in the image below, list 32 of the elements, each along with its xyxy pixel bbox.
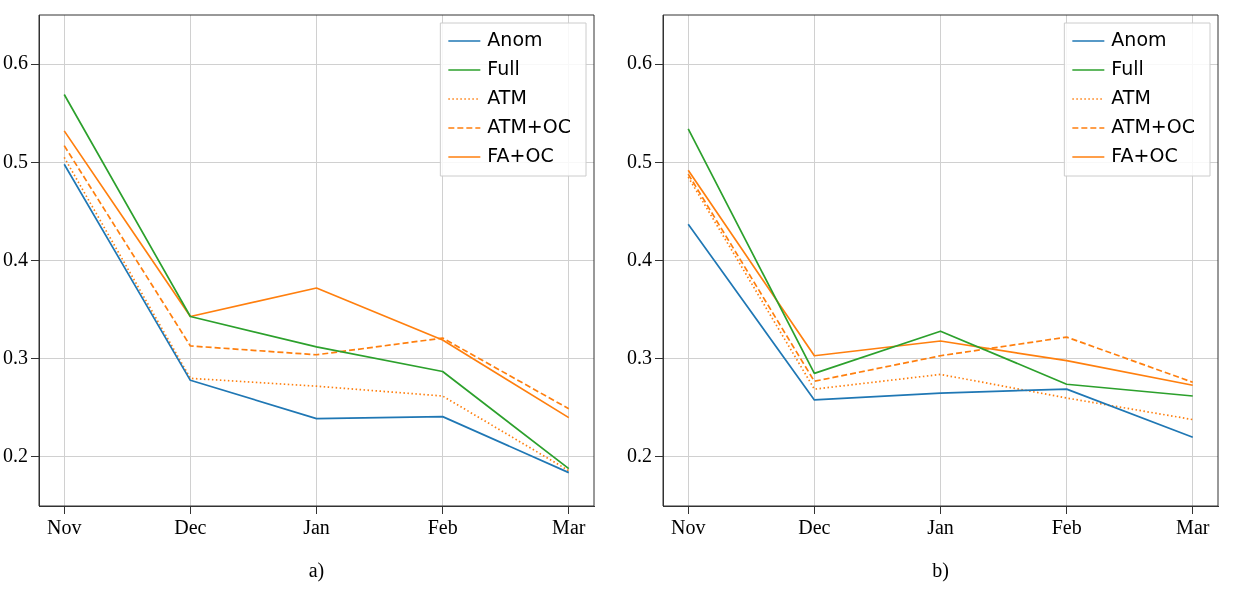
x-tick-label: Mar	[552, 516, 586, 539]
x-axis-title: b)	[932, 559, 949, 583]
legend-label: ATM+OC	[1111, 114, 1196, 137]
x-tick-label: Nov	[671, 516, 706, 539]
x-tick-label: Dec	[798, 516, 831, 539]
legend-label: ATM	[1111, 85, 1151, 108]
y-tick-label: 0.6	[627, 51, 652, 74]
x-tick-label: Nov	[47, 516, 82, 539]
legend-label: FA+OC	[487, 143, 554, 166]
legend-label: Anom	[1111, 27, 1167, 50]
y-tick-label: 0.6	[3, 51, 28, 74]
y-tick-label: 0.2	[627, 444, 652, 467]
x-tick-label: Mar	[1176, 516, 1210, 539]
y-tick-label: 0.4	[3, 247, 28, 270]
x-tick-label: Feb	[427, 516, 458, 539]
y-tick-label: 0.4	[627, 247, 652, 270]
legend-label: ATM+OC	[487, 114, 572, 137]
x-tick-label: Dec	[174, 516, 207, 539]
y-tick-label: 0.3	[627, 345, 652, 368]
legend-label: ATM	[487, 85, 527, 108]
legend-label: Full	[487, 56, 520, 79]
legend-label: FA+OC	[1111, 143, 1178, 166]
x-axis-title: a)	[308, 559, 325, 583]
x-tick-label: Jan	[303, 516, 330, 539]
y-tick-label: 0.3	[3, 345, 28, 368]
x-tick-label: Feb	[1051, 516, 1082, 539]
y-tick-label: 0.5	[627, 149, 652, 172]
legend-label: Anom	[487, 27, 543, 50]
y-tick-label: 0.2	[3, 444, 28, 467]
x-tick-label: Jan	[927, 516, 954, 539]
y-tick-label: 0.5	[3, 149, 28, 172]
legend-label: Full	[1111, 56, 1144, 79]
